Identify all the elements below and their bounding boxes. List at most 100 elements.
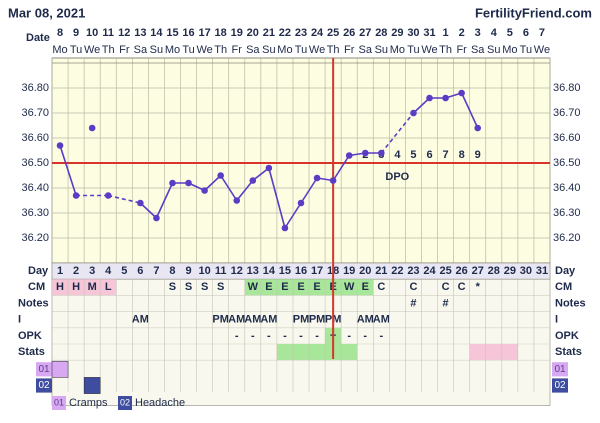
date-number: 15 — [166, 27, 178, 39]
date-number: 24 — [311, 27, 324, 39]
day-number: 10 — [198, 265, 210, 277]
y-tick-label: 36.80 — [21, 82, 49, 94]
weekday: Sa — [471, 44, 485, 56]
cell-text: - — [283, 330, 287, 342]
temp-point — [137, 199, 144, 207]
day-number: 27 — [472, 265, 484, 277]
row-label: Stats — [555, 346, 582, 358]
legend-box — [52, 396, 66, 410]
date-number: 28 — [375, 27, 387, 39]
temp-point — [361, 149, 369, 157]
row-label: Day — [555, 265, 576, 277]
day-number: 19 — [343, 265, 355, 277]
cell-text: PM — [212, 314, 229, 326]
cell-text: W — [248, 281, 259, 293]
day-number: 9 — [185, 265, 191, 277]
row-label: I — [18, 314, 21, 326]
legend-box — [118, 396, 132, 410]
cell-text: AM — [373, 314, 390, 326]
date-number: 29 — [391, 27, 403, 39]
cell-text: S — [169, 281, 176, 293]
symptom-mark — [51, 360, 69, 378]
legend-code: 02 — [120, 397, 130, 407]
temp-point — [297, 199, 305, 207]
cell-text: E — [362, 281, 369, 293]
cell-text: - — [363, 330, 367, 342]
day-number: 6 — [137, 265, 143, 277]
weekday: Tu — [520, 44, 532, 56]
row-label: I — [555, 314, 558, 326]
temp-point — [265, 164, 273, 172]
temp-segment — [108, 194, 141, 204]
temp-segment — [268, 167, 286, 229]
cell-text: - — [379, 330, 383, 342]
weekday: Tu — [407, 44, 419, 56]
day-number: 23 — [407, 265, 419, 277]
date-number: 30 — [407, 27, 419, 39]
y-tick-label: 36.30 — [553, 207, 581, 219]
date-number: 18 — [215, 27, 227, 39]
date-number: 9 — [73, 27, 79, 39]
temp-point — [442, 94, 449, 102]
temp-point — [56, 142, 64, 149]
y-tick-label: 36.50 — [553, 157, 581, 169]
weekday: We — [421, 44, 437, 56]
day-number: 2 — [73, 265, 79, 277]
cell-text: C — [377, 281, 385, 293]
day-number: 7 — [153, 265, 159, 277]
date-number: 10 — [86, 27, 98, 39]
temp-point — [410, 109, 417, 117]
cell-text: E — [297, 281, 304, 293]
cell-text: C — [442, 281, 450, 293]
cell-text: E — [265, 281, 272, 293]
dpo-label: 4 — [394, 149, 401, 161]
day-number: 30 — [520, 265, 532, 277]
cell-text: AM — [260, 314, 277, 326]
temp-point — [329, 177, 337, 184]
cell-text: AM — [244, 314, 261, 326]
dpo-label: 8 — [459, 149, 465, 161]
temp-segment — [204, 174, 222, 192]
weekday: Mo — [277, 44, 292, 56]
date-number: 11 — [102, 27, 114, 39]
row-label: CM — [28, 281, 45, 293]
temp-point — [474, 124, 482, 132]
weekday: Su — [375, 44, 388, 56]
cell-text: S — [201, 281, 208, 293]
date-number: 31 — [423, 27, 435, 39]
legend-label: Cramps — [69, 397, 108, 409]
date-number: 26 — [343, 27, 355, 39]
date-number: 1 — [443, 27, 449, 39]
temp-segment — [155, 182, 174, 219]
cell-text: PM — [309, 314, 326, 326]
date-number: 12 — [118, 27, 130, 39]
legend-code: 01 — [54, 397, 64, 407]
y-tick-label: 36.60 — [21, 132, 49, 144]
cell-text: H — [72, 281, 80, 293]
temp-segment — [300, 177, 318, 204]
day-number: 31 — [536, 265, 548, 277]
row-label: CM — [555, 281, 572, 293]
y-tick-label: 36.40 — [553, 182, 581, 194]
date-number: 21 — [263, 27, 275, 39]
weekday: Tu — [295, 44, 307, 56]
symptom-code: 01 — [38, 364, 50, 375]
date-number: 17 — [198, 27, 210, 39]
day-number: 8 — [169, 265, 175, 277]
day-number: 22 — [391, 265, 403, 277]
excluded-point — [88, 124, 96, 132]
cell-text: S — [217, 281, 224, 293]
cell-text: L — [105, 281, 112, 293]
cell-text: E — [313, 281, 320, 293]
date-number: 4 — [491, 27, 498, 39]
table-area — [51, 278, 551, 406]
day-number: 29 — [504, 265, 516, 277]
weekday: We — [534, 44, 550, 56]
temp-point — [281, 224, 289, 232]
row-label: Notes — [555, 297, 586, 309]
day-number: 24 — [423, 265, 436, 277]
cell-text: C — [409, 281, 417, 293]
cell-text: * — [476, 281, 481, 293]
temp-segment — [252, 167, 270, 182]
